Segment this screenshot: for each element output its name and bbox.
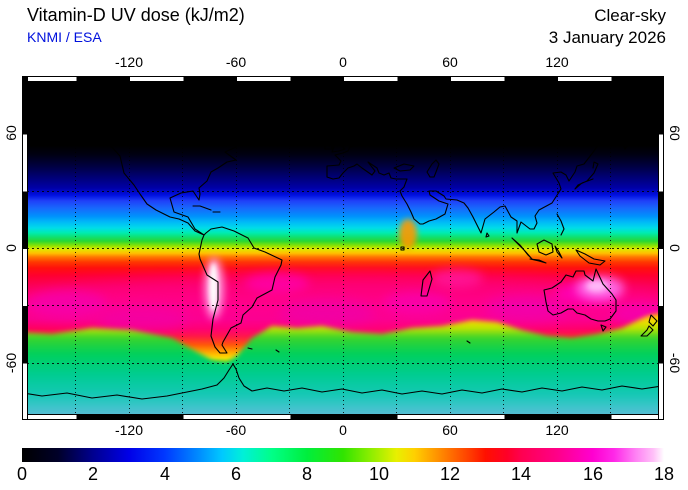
source-label: KNMI / ESA bbox=[27, 29, 102, 45]
lon-tick-bottom-0: -120 bbox=[114, 422, 144, 438]
coast-australia bbox=[543, 268, 617, 322]
coast-madagascar bbox=[420, 270, 433, 297]
island-falklands bbox=[247, 347, 253, 350]
coast-borneo bbox=[536, 239, 554, 256]
lat-tick-right-60: 60 bbox=[667, 125, 683, 141]
magenta-blob bbox=[431, 269, 483, 287]
coast-uk bbox=[330, 136, 346, 153]
coast-afro-eurasia bbox=[326, 100, 661, 234]
magenta-blob bbox=[485, 296, 569, 320]
magenta-blob bbox=[245, 273, 309, 293]
lat-tick-right-0: 0 bbox=[667, 244, 683, 252]
lon-tick-bottom-1: -60 bbox=[225, 422, 247, 438]
lon-tick-top-3: 60 bbox=[442, 54, 458, 70]
colorbar-tick-4: 4 bbox=[159, 464, 170, 484]
lat-tick-left-60: 60 bbox=[3, 125, 19, 141]
lon-tick-bottom-4: 120 bbox=[545, 422, 569, 438]
colorbar-tick-0: 0 bbox=[16, 464, 27, 484]
colorbar-tick-2: 2 bbox=[87, 464, 98, 484]
world-uv-heatmap bbox=[22, 76, 664, 420]
colorbar-tick-6: 6 bbox=[230, 464, 241, 484]
lon-tick-top-2: 0 bbox=[339, 54, 347, 70]
coast-java bbox=[529, 258, 547, 264]
colorbar-tick-18: 18 bbox=[653, 464, 675, 484]
colorbar-tick-14: 14 bbox=[510, 464, 532, 484]
coast-sri-lanka bbox=[485, 232, 490, 238]
coast-north-america bbox=[42, 111, 237, 236]
coast-tasmania bbox=[600, 324, 607, 332]
page-title: Vitamin-D UV dose (kJ/m2) bbox=[27, 5, 245, 25]
coast-philippines bbox=[556, 213, 565, 236]
map-frame-left bbox=[22, 76, 28, 420]
map-frame-bottom bbox=[22, 414, 664, 420]
magenta-blob bbox=[383, 292, 451, 314]
colorbar-tick-10: 10 bbox=[368, 464, 390, 484]
coast-new-guinea bbox=[575, 249, 606, 266]
header-right: Clear-sky 3 January 2026 bbox=[549, 5, 666, 49]
coast-iceland bbox=[303, 120, 319, 127]
coastlines-layer bbox=[22, 88, 664, 400]
magenta-blob bbox=[279, 300, 375, 326]
lat-tick-left--60: -60 bbox=[3, 352, 19, 374]
lat-tick-right--60: -60 bbox=[667, 352, 683, 374]
graticule-parallel bbox=[22, 191, 664, 192]
graticule-parallel bbox=[22, 248, 664, 249]
lon-tick-bottom-3: 60 bbox=[442, 422, 458, 438]
coast-south-america bbox=[198, 226, 283, 354]
map-frame-top bbox=[22, 76, 664, 82]
coast-new-zealand-south bbox=[640, 325, 654, 337]
coast-sumatra bbox=[511, 237, 533, 260]
colorbar-tick-12: 12 bbox=[439, 464, 461, 484]
coast-antarctica bbox=[22, 363, 664, 400]
lake-caspian bbox=[426, 159, 440, 178]
coast-greenland bbox=[231, 88, 308, 134]
lon-tick-bottom-2: 0 bbox=[339, 422, 347, 438]
lon-tick-top-4: 120 bbox=[545, 54, 569, 70]
ethiopia-orange-spot bbox=[399, 219, 417, 249]
map-frame-right bbox=[658, 76, 664, 420]
lat-tick-left-0: 0 bbox=[3, 244, 19, 252]
colorbar-gradient bbox=[22, 448, 664, 462]
coast-cuba bbox=[192, 205, 212, 211]
graticule-parallel bbox=[22, 363, 664, 364]
condition-label: Clear-sky bbox=[594, 6, 666, 25]
colorbar-tick-16: 16 bbox=[582, 464, 604, 484]
graticule-parallel bbox=[22, 133, 664, 134]
coast-sulawesi bbox=[554, 245, 563, 259]
magenta-blob bbox=[27, 291, 107, 317]
lon-tick-top-1: -60 bbox=[225, 54, 247, 70]
island-kerguelen bbox=[466, 340, 471, 344]
date-label: 3 January 2026 bbox=[548, 28, 666, 47]
colorbar-tick-8: 8 bbox=[301, 464, 312, 484]
island-south-georgia bbox=[275, 349, 280, 353]
sea-black bbox=[393, 163, 415, 172]
andes-white-max-core bbox=[209, 263, 218, 311]
coast-japan bbox=[574, 161, 599, 190]
graticule-parallel bbox=[22, 305, 664, 306]
coast-ireland bbox=[324, 142, 333, 150]
lake-victoria bbox=[400, 246, 405, 251]
lon-tick-top-0: -120 bbox=[114, 54, 144, 70]
coast-new-zealand-north bbox=[648, 314, 658, 327]
magenta-blob bbox=[97, 306, 187, 332]
